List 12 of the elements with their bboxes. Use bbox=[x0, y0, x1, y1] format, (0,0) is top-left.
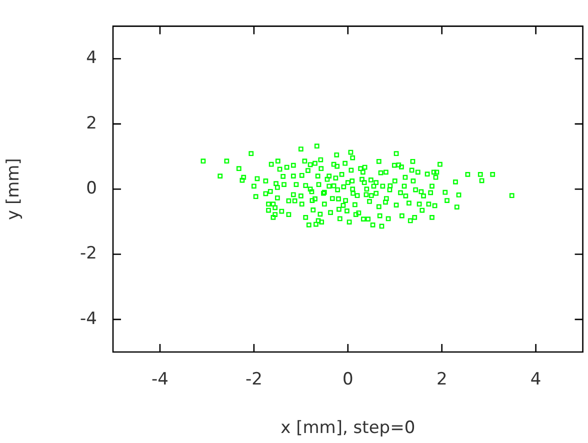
x-tick-label: -2 bbox=[245, 370, 262, 390]
x-tick-label: 0 bbox=[342, 370, 354, 390]
y-tick-label: 0 bbox=[86, 178, 97, 199]
y-tick-label: 4 bbox=[86, 48, 97, 68]
y-tick-label: -4 bbox=[80, 308, 97, 329]
y-tick-label: 2 bbox=[86, 113, 97, 134]
x-axis-title: x [mm], step=0 bbox=[280, 418, 416, 438]
x-tick-label: -4 bbox=[152, 370, 168, 390]
y-axis-title: y [mm] bbox=[4, 158, 24, 220]
x-tick-label: 2 bbox=[436, 370, 448, 390]
x-tick-label: 4 bbox=[530, 370, 542, 390]
y-tick-label: -2 bbox=[80, 244, 97, 264]
